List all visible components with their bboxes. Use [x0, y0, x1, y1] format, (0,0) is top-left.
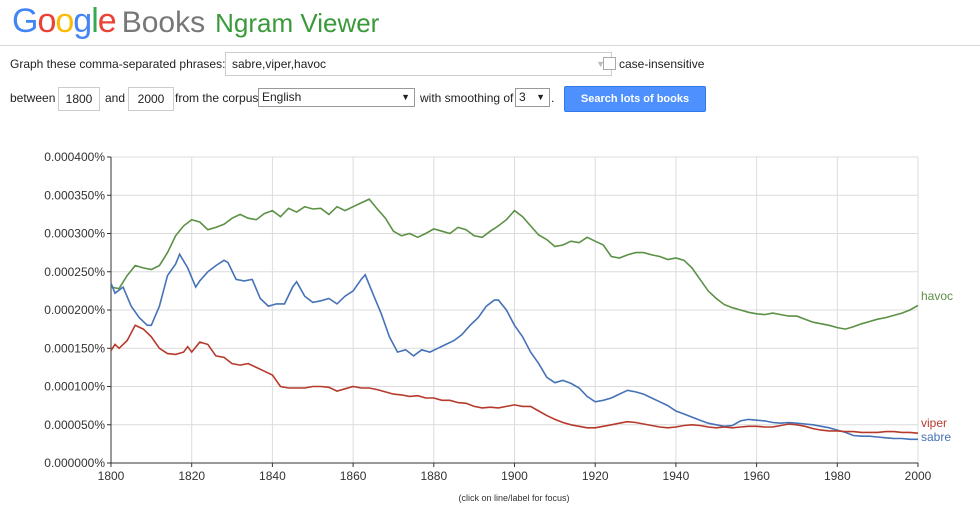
y-tick-label: 0.000300% — [44, 227, 105, 241]
smoothing-label: with smoothing of — [420, 91, 514, 105]
history-dropdown-icon[interactable]: ▼ — [596, 59, 605, 69]
header: Google Books Ngram Viewer — [12, 2, 379, 40]
x-tick-label: 1960 — [743, 469, 770, 483]
smoothing-value: 3 — [519, 90, 526, 104]
x-tick-label: 1900 — [501, 469, 528, 483]
search-button[interactable]: Search lots of books — [564, 86, 706, 112]
logo-letter: G — [12, 2, 38, 40]
y-tick-label: 0.000050% — [44, 418, 105, 432]
phrases-input[interactable]: sabre,viper,havoc ▼ — [225, 52, 612, 76]
logo-letter: o — [37, 2, 56, 40]
logo-letter: l — [91, 2, 99, 40]
series-label-viper[interactable]: viper — [921, 416, 947, 430]
x-tick-label: 2000 — [905, 469, 932, 483]
period: . — [551, 91, 555, 105]
chart-grid — [111, 156, 919, 463]
y-tick-label: 0.000250% — [44, 265, 105, 279]
chart-series — [110, 198, 919, 441]
corpus-label: from the corpus — [175, 91, 259, 105]
smoothing-dropdown-icon: ▼ — [536, 92, 545, 102]
y-tick-label: 0.000150% — [44, 341, 105, 355]
smoothing-select[interactable]: 3 ▼ — [515, 88, 550, 107]
books-label[interactable]: Books — [121, 6, 206, 39]
x-tick-label: 1800 — [98, 469, 125, 483]
case-insensitive-label[interactable]: case-insensitive — [619, 57, 705, 71]
x-tick-label: 1880 — [420, 469, 447, 483]
x-tick-label: 1860 — [340, 469, 367, 483]
y-tick-label: 0.000400% — [44, 150, 105, 164]
logo-letter: g — [73, 2, 92, 40]
x-tick-label: 1920 — [582, 469, 609, 483]
y-tick-label: 0.000200% — [44, 303, 105, 317]
corpus-value: English — [262, 90, 302, 104]
and-label: and — [105, 91, 126, 105]
chart-axes: 0.000000% 0.000050% 0.000100% 0.000150% 0.00… — [44, 150, 931, 483]
header-divider — [0, 45, 980, 46]
x-tick-label: 1820 — [178, 469, 205, 483]
logo-letter: e — [97, 2, 117, 40]
x-tick-label: 1980 — [824, 469, 851, 483]
product-title[interactable]: Ngram Viewer — [215, 8, 380, 38]
series-line-sabre[interactable] — [110, 252, 918, 441]
google-logo[interactable]: Google — [12, 2, 117, 40]
y-tick-label: 0.000100% — [44, 380, 105, 394]
x-tick-label: 1840 — [259, 469, 286, 483]
between-label: between — [10, 91, 56, 105]
logo-letter: o — [55, 2, 74, 40]
corpus-select[interactable]: English ▼ — [258, 88, 415, 107]
series-line-havoc[interactable] — [110, 198, 919, 330]
start-year-input[interactable]: 1800 — [58, 87, 100, 111]
series-label-havoc[interactable]: havoc — [921, 289, 953, 303]
chart-footnote: (click on line/label for focus) — [458, 493, 569, 503]
series-line-viper[interactable] — [110, 324, 919, 434]
graph-label: Graph these comma-separated phrases: — [10, 57, 226, 71]
case-insensitive-checkbox[interactable] — [603, 57, 616, 70]
x-tick-label: 1940 — [663, 469, 690, 483]
y-tick-label: 0.000000% — [44, 456, 105, 470]
series-label-sabre[interactable]: sabre — [921, 430, 951, 444]
phrases-value: sabre,viper,havoc — [232, 57, 327, 71]
corpus-dropdown-icon: ▼ — [401, 92, 410, 102]
end-year-input[interactable]: 2000 — [128, 87, 174, 111]
y-tick-label: 0.000350% — [44, 188, 105, 202]
